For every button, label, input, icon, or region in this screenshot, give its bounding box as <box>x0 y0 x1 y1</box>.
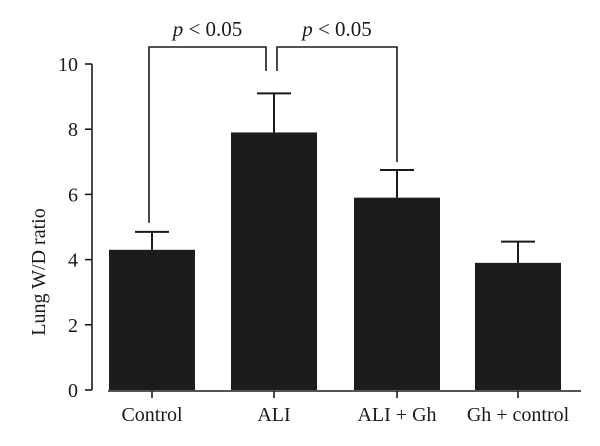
x-tick-label: Control <box>121 404 183 426</box>
significance-bracket <box>276 46 398 162</box>
y-axis-title: Lung W/D ratio <box>28 208 50 335</box>
error-bars <box>135 92 535 263</box>
y-tick-label: 2 <box>68 315 78 337</box>
bars <box>109 132 561 390</box>
significance-bracket <box>148 46 267 223</box>
bar <box>231 132 317 390</box>
y-tick-label: 10 <box>58 54 78 76</box>
y-tick-label: 0 <box>68 380 78 402</box>
bar <box>109 249 195 390</box>
bar <box>475 262 561 390</box>
bar <box>354 197 440 390</box>
x-tick-label: Gh + control <box>467 404 570 426</box>
x-tick-label: ALI + Gh <box>357 404 436 426</box>
significance-brackets: p < 0.05 p < 0.05 <box>148 17 398 223</box>
x-axis: Control ALI ALI + Gh Gh + control <box>108 390 581 426</box>
y-tick-label: 4 <box>68 250 78 272</box>
significance-label: p < 0.05 <box>300 17 372 41</box>
x-tick-label: ALI <box>257 404 290 426</box>
y-tick-label: 8 <box>68 119 78 141</box>
y-tick-label: 6 <box>68 184 78 206</box>
significance-label: p < 0.05 <box>171 17 243 41</box>
y-axis: 0 2 4 6 8 10 <box>58 54 93 402</box>
